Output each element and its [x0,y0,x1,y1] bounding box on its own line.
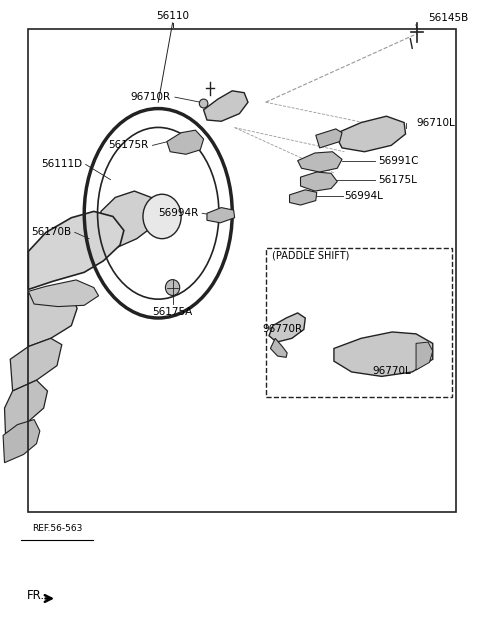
Polygon shape [28,287,77,347]
Polygon shape [207,207,235,223]
Polygon shape [300,172,337,191]
Text: FR.: FR. [27,590,45,602]
Text: (PADDLE SHIFT): (PADDLE SHIFT) [272,251,349,261]
Text: 56111D: 56111D [42,160,83,169]
Text: 96770R: 96770R [262,324,302,335]
Text: 56110: 56110 [156,11,189,21]
Polygon shape [298,152,342,172]
Ellipse shape [166,280,180,296]
Text: 56145B: 56145B [428,13,468,23]
Polygon shape [416,342,433,370]
Polygon shape [28,211,124,289]
Text: 56175R: 56175R [108,141,149,150]
Polygon shape [334,332,433,377]
Polygon shape [28,280,98,307]
Polygon shape [269,313,305,342]
Polygon shape [289,190,317,205]
Polygon shape [4,380,48,434]
Polygon shape [316,129,342,148]
Bar [28,29,456,511]
Text: 96710R: 96710R [130,92,170,102]
Text: 96770L: 96770L [373,366,411,376]
Ellipse shape [143,194,181,238]
Polygon shape [204,91,248,121]
Polygon shape [3,420,40,463]
Polygon shape [167,130,204,155]
Bar [265,248,452,398]
Polygon shape [335,116,406,152]
Text: 56994L: 56994L [345,191,384,201]
Text: REF.56-563: REF.56-563 [32,524,82,533]
Text: 56991C: 56991C [378,156,419,165]
Ellipse shape [199,99,208,108]
Polygon shape [10,338,62,391]
Text: 56994R: 56994R [158,208,199,218]
Polygon shape [270,338,287,357]
Text: 96710L: 96710L [416,118,455,128]
Text: 56170B: 56170B [31,227,72,237]
Polygon shape [101,191,158,248]
Text: 56175L: 56175L [378,175,417,184]
Text: 56175A: 56175A [153,307,192,317]
